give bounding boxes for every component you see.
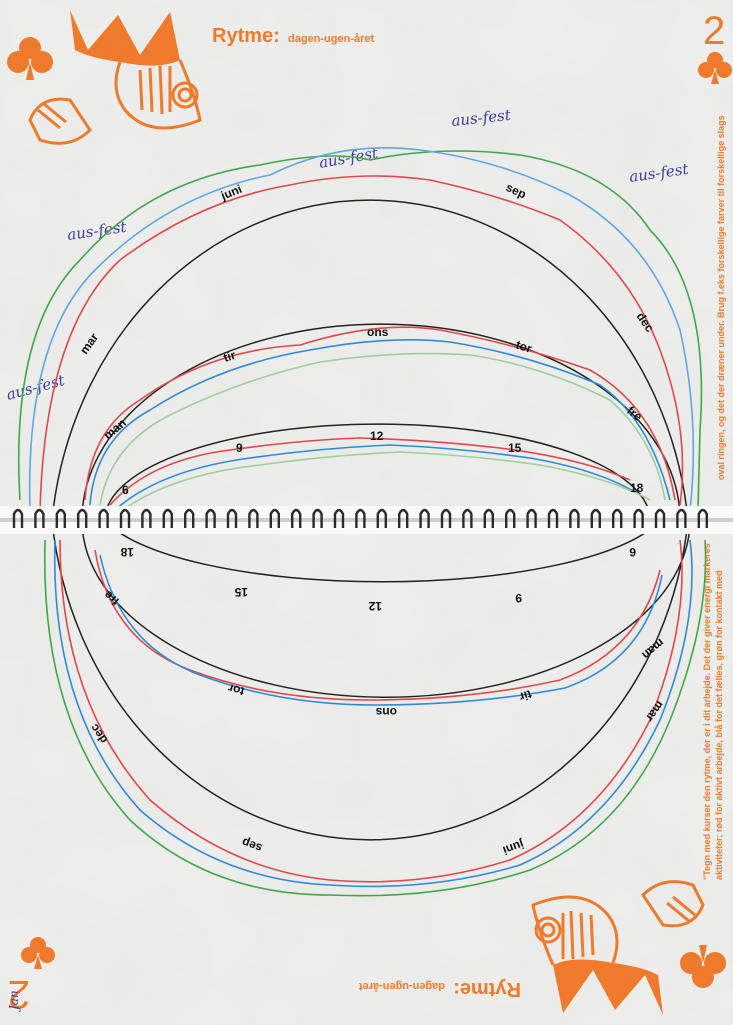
spiral-ring <box>569 508 580 528</box>
card-number-inverted: 2 <box>8 972 30 1016</box>
spiral-ring <box>526 508 537 528</box>
blue-day-curve <box>114 444 641 511</box>
label-tor-inv: tor <box>226 681 245 699</box>
label-9-inv: 9 <box>515 591 522 605</box>
year-arc-bottom <box>51 519 689 841</box>
spiral-ring <box>291 508 302 528</box>
spiral-ring <box>98 508 109 528</box>
label-12: 12 <box>370 429 384 443</box>
drawn-curves <box>17 146 707 897</box>
green-day-curve <box>119 451 651 513</box>
red-year-curve <box>39 175 684 511</box>
handwritten-corner: Jan <box>7 990 21 1013</box>
label-sep-inv: sep <box>240 835 264 855</box>
spiral-ring <box>162 508 173 528</box>
spiral-rings <box>12 508 708 528</box>
club-icon-top-right <box>698 52 732 84</box>
jack-card-illustration-top <box>7 10 202 145</box>
label-6-inv: 6 <box>629 545 636 559</box>
club-icon-bottom-left <box>21 937 55 969</box>
instructions-line-2: aktiviteter; rød for aktivt arbejde, blå… <box>714 570 724 880</box>
green-year-curve <box>17 150 703 511</box>
green-week-curve <box>99 352 666 506</box>
label-6: 6 <box>122 483 129 497</box>
spiral-ring <box>205 508 216 528</box>
label-12-inv: 12 <box>368 599 382 613</box>
jack-card-illustration-bottom <box>531 880 726 1015</box>
spiral-ring <box>184 508 195 528</box>
spiral-ring <box>12 508 24 528</box>
spiral-ring <box>77 508 88 528</box>
spiral-ring <box>547 508 559 528</box>
spiral-ring <box>312 508 323 528</box>
spiral-ring <box>226 508 238 528</box>
spiral-ring <box>654 508 666 528</box>
red-week-curve <box>84 326 676 501</box>
blue-week-curve-bottom <box>99 554 663 706</box>
blue-year-curve <box>28 146 695 511</box>
red-week-curve-bottom <box>94 549 661 701</box>
week-arc-top <box>81 323 681 521</box>
spiral-ring <box>248 508 259 528</box>
label-ons: ons <box>367 325 389 339</box>
instructions-line-3: oval ringen, og det der dræner under. Br… <box>716 115 726 480</box>
red-day-curve <box>109 437 631 506</box>
spiral-ring <box>55 508 66 528</box>
card-number: 2 <box>703 9 725 53</box>
spiral-ring <box>633 508 644 528</box>
spiral-ring <box>440 508 452 528</box>
label-15-inv: 15 <box>234 585 248 599</box>
label-18: 18 <box>630 481 644 495</box>
spiral-ring <box>612 508 623 528</box>
spiral-ring <box>269 508 280 528</box>
instructions-line-1: "Tegn med kurser den rytme, der er i dit… <box>702 543 712 880</box>
spiral-ring <box>590 508 601 528</box>
red-year-curve-bottom <box>59 539 683 883</box>
page-title: Rytme: <box>212 25 280 47</box>
green-year-curve-bottom <box>43 539 707 897</box>
spiral-ring <box>462 508 473 528</box>
blue-week-curve <box>89 338 671 506</box>
spiral-ring <box>119 508 131 528</box>
spiral-ring <box>376 508 387 528</box>
spiral-binding <box>0 506 733 534</box>
spiral-ring <box>333 508 345 528</box>
label-tir: tir <box>222 348 238 365</box>
label-15: 15 <box>508 441 522 455</box>
blue-year-curve-bottom <box>53 539 693 888</box>
spiral-ring <box>505 508 516 528</box>
page-title-inverted: Rytme: <box>453 978 521 1000</box>
spiral-ring <box>483 508 494 528</box>
label-ons-inv: ons <box>375 705 397 719</box>
spiral-ring <box>355 508 366 528</box>
label-18-inv: 18 <box>120 545 134 559</box>
spiral-ring <box>398 508 409 528</box>
spiral-ring <box>34 508 45 528</box>
year-arc-top <box>51 199 689 521</box>
spiral-ring <box>419 508 430 528</box>
page-subtitle: dagen-ugen-året <box>288 33 375 45</box>
spiral-ring <box>697 508 708 528</box>
label-tor: tor <box>514 338 534 356</box>
page-subtitle-inverted: dagen-ugen-året <box>358 980 445 992</box>
day-arc-bottom <box>104 519 661 583</box>
spiral-ring <box>141 508 152 528</box>
spiral-ring <box>676 508 687 528</box>
label-9: 9 <box>236 441 243 455</box>
label-tir-inv: tir <box>517 687 533 704</box>
